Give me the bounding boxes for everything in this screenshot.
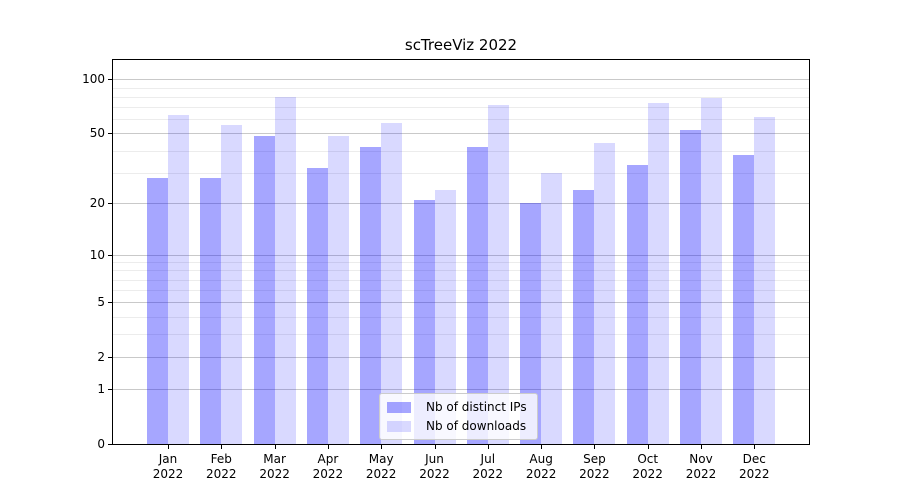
bar-downloads bbox=[594, 143, 616, 444]
bar-downloads bbox=[274, 96, 296, 444]
x-tick-label: Jan 2022 bbox=[152, 452, 184, 481]
x-tick-mark bbox=[701, 445, 702, 449]
gridline-major bbox=[113, 302, 809, 304]
gridline-minor bbox=[113, 334, 809, 336]
x-tick-label: Sep 2022 bbox=[579, 452, 610, 481]
gridline-major bbox=[113, 389, 809, 391]
bar-downloads bbox=[381, 123, 403, 444]
x-tick-label: Nov 2022 bbox=[685, 452, 717, 481]
x-tick-mark bbox=[647, 445, 649, 449]
y-tick-label: 1 bbox=[97, 382, 105, 397]
legend-label-downloads: Nb of downloads bbox=[426, 419, 527, 433]
gridline-minor bbox=[113, 150, 809, 152]
x-tick-mark bbox=[274, 445, 276, 449]
bar-distinct-ips bbox=[520, 203, 542, 444]
x-tick-mark bbox=[541, 445, 543, 449]
x-tick-label: May 2022 bbox=[365, 452, 397, 481]
bar-downloads bbox=[487, 104, 509, 444]
legend-row: Nb of distinct IPs bbox=[387, 400, 527, 414]
gridline-major bbox=[113, 203, 809, 205]
bar-downloads bbox=[541, 172, 563, 444]
gridline-minor bbox=[113, 279, 809, 281]
gridline-minor bbox=[113, 270, 809, 272]
gridline-minor bbox=[113, 290, 809, 292]
y-tick-label: 20 bbox=[89, 196, 105, 211]
bar-distinct-ips bbox=[466, 146, 488, 444]
legend: Nb of distinct IPs Nb of downloads bbox=[379, 393, 538, 440]
x-tick-label: Feb 2022 bbox=[206, 452, 237, 481]
gridline-minor bbox=[113, 316, 809, 318]
gridline-minor bbox=[113, 107, 809, 109]
y-tick-mark bbox=[108, 133, 112, 135]
bar-distinct-ips bbox=[360, 146, 382, 444]
bar-downloads bbox=[327, 136, 349, 444]
y-tick-label: 2 bbox=[97, 350, 105, 365]
legend-row: Nb of downloads bbox=[387, 419, 527, 433]
x-tick-mark bbox=[327, 445, 329, 449]
x-tick-label: Jun 2022 bbox=[419, 452, 450, 481]
bar-downloads bbox=[647, 102, 669, 444]
bar-distinct-ips bbox=[253, 136, 275, 444]
bar-distinct-ips bbox=[733, 154, 755, 444]
x-tick-mark bbox=[221, 445, 223, 449]
x-tick-mark bbox=[434, 445, 436, 449]
bar-distinct-ips bbox=[680, 130, 701, 444]
bar-distinct-ips bbox=[626, 165, 648, 444]
x-tick-mark bbox=[487, 445, 489, 449]
y-tick-label: 5 bbox=[97, 295, 105, 310]
legend-swatch-distinct-ips bbox=[387, 401, 411, 413]
gridline-major bbox=[113, 79, 809, 81]
bar-distinct-ips bbox=[413, 199, 435, 444]
bar-downloads bbox=[168, 115, 189, 444]
bar-downloads bbox=[434, 189, 456, 444]
gridline-minor bbox=[113, 119, 809, 121]
legend-swatch-downloads bbox=[387, 420, 411, 432]
x-tick-label: Jul 2022 bbox=[472, 452, 504, 481]
x-tick-label: Dec 2022 bbox=[739, 452, 770, 481]
y-tick-label: 10 bbox=[89, 247, 105, 262]
y-tick-mark bbox=[108, 79, 112, 81]
gridline-minor bbox=[113, 172, 809, 174]
bar-distinct-ips bbox=[573, 189, 595, 444]
y-tick-mark bbox=[108, 389, 112, 391]
plot-area: Nb of distinct IPs Nb of downloads bbox=[112, 59, 810, 445]
y-tick-mark bbox=[108, 357, 112, 359]
x-tick-mark bbox=[168, 445, 169, 449]
y-tick-label: 50 bbox=[89, 126, 105, 141]
bar-downloads bbox=[754, 116, 776, 444]
y-tick-mark bbox=[108, 203, 112, 205]
chart-title: scTreeViz 2022 bbox=[404, 36, 518, 54]
gridline-minor bbox=[113, 87, 809, 89]
bar-downloads bbox=[221, 124, 243, 444]
y-tick-mark bbox=[108, 254, 112, 256]
gridline-minor bbox=[113, 262, 809, 264]
x-tick-mark bbox=[594, 445, 596, 449]
y-tick-mark bbox=[108, 444, 112, 445]
bar-distinct-ips bbox=[306, 167, 328, 444]
x-tick-label: Mar 2022 bbox=[259, 452, 290, 481]
y-tick-label: 100 bbox=[82, 72, 105, 87]
y-tick-label: 0 bbox=[97, 437, 105, 451]
gridline-major bbox=[113, 254, 809, 256]
x-tick-label: Apr 2022 bbox=[312, 452, 344, 481]
y-tick-mark bbox=[108, 302, 112, 304]
gridline-major bbox=[113, 357, 809, 359]
gridline-minor bbox=[113, 96, 809, 98]
bar-downloads bbox=[701, 97, 722, 444]
bar-distinct-ips bbox=[147, 177, 168, 444]
x-tick-mark bbox=[381, 445, 383, 449]
x-tick-mark bbox=[754, 445, 756, 449]
x-tick-label: Oct 2022 bbox=[632, 452, 663, 481]
gridline-major bbox=[113, 133, 809, 135]
legend-label-distinct-ips: Nb of distinct IPs bbox=[426, 400, 527, 414]
bar-distinct-ips bbox=[200, 177, 222, 444]
x-tick-label: Aug 2022 bbox=[525, 452, 557, 481]
